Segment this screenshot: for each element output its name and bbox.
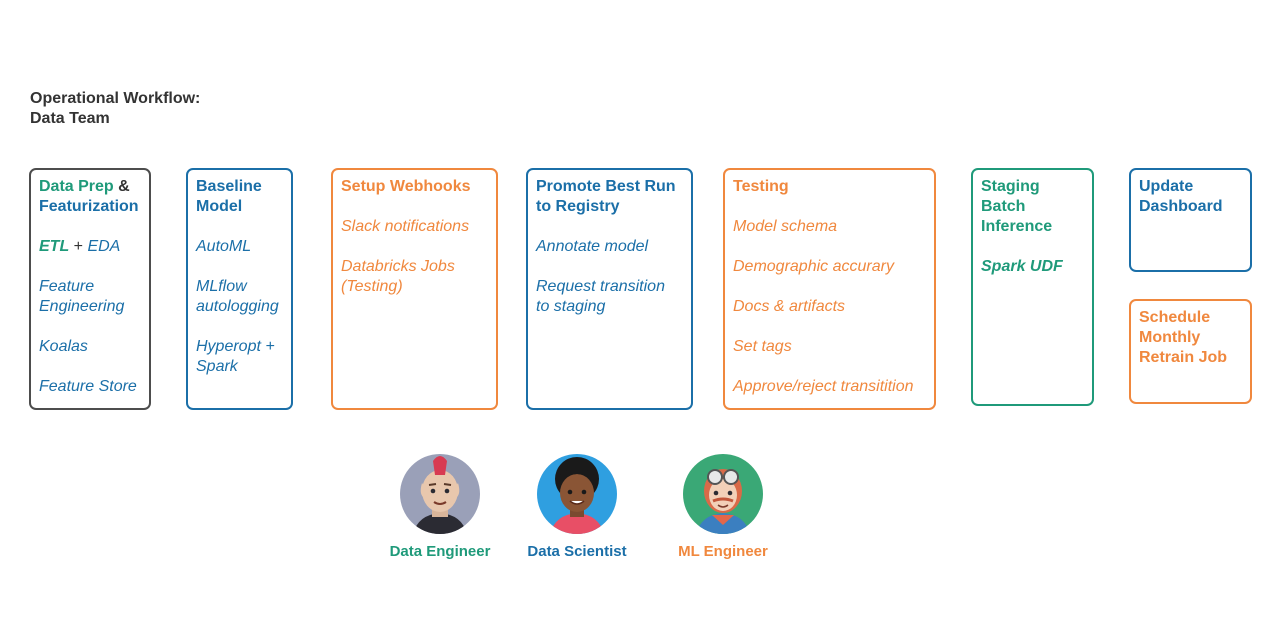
card-setup-webhooks: Setup Webhooks Slack notifications Datab…	[331, 168, 498, 410]
card-item: Hyperopt + Spark	[196, 338, 275, 375]
card-item: Annotate model	[536, 238, 649, 255]
card-item: Request transition to staging	[536, 278, 665, 315]
card-update-dashboard: Update Dashboard	[1129, 168, 1252, 272]
card-item: Koalas	[39, 338, 88, 355]
card-item: AutoML	[196, 238, 252, 255]
card-promote-head: Promote Best Run to Registry	[536, 178, 676, 215]
card-item: Spark UDF	[981, 258, 1063, 275]
card-item: Feature Engineering	[39, 278, 125, 315]
eda-label: EDA	[87, 238, 121, 255]
persona-label: ML Engineer	[678, 543, 768, 560]
card-baseline-model: Baseline Model AutoML MLflow autologging…	[186, 168, 293, 410]
card-retrain-head: Schedule Monthly Retrain Job	[1139, 309, 1228, 366]
card-data-prep-head: Data Prep & Featurization	[39, 177, 141, 217]
title-line-2: Data Team	[30, 110, 110, 127]
card-webhooks-head: Setup Webhooks	[341, 178, 471, 195]
card-item: Slack notifications	[341, 218, 470, 235]
data-prep-label: Data Prep	[39, 178, 114, 195]
card-item: Feature Store	[39, 378, 137, 395]
card-testing: Testing Model schema Demographic accurar…	[723, 168, 936, 410]
card-item: Model schema	[733, 218, 838, 235]
card-item: MLflow autologging	[196, 278, 279, 315]
diagram-title: Operational Workflow: Data Team	[30, 89, 200, 129]
card-item: Databricks Jobs (Testing)	[341, 258, 455, 295]
card-staging-head: Staging Batch Inference	[981, 178, 1053, 235]
persona-ml-engineer: ML Engineer	[648, 453, 798, 560]
persona-label: Data Scientist	[527, 543, 627, 560]
card-promote-best-run: Promote Best Run to Registry Annotate mo…	[526, 168, 693, 410]
card-item: Approve/reject transitition	[733, 378, 914, 395]
card-schedule-retrain: Schedule Monthly Retrain Job	[1129, 299, 1252, 404]
card-item: Set tags	[733, 338, 792, 355]
ml-engineer-avatar-icon	[683, 454, 763, 534]
persona-data-engineer: Data Engineer	[365, 453, 515, 560]
title-line-1: Operational Workflow:	[30, 90, 201, 107]
plus-sign: +	[69, 238, 88, 255]
persona-data-scientist: Data Scientist	[502, 453, 652, 560]
data-scientist-avatar-icon	[537, 454, 617, 534]
featurization-label: Featurization	[39, 198, 139, 215]
data-engineer-avatar-icon	[400, 454, 480, 534]
card-dashboard-head: Update Dashboard	[1139, 178, 1223, 215]
ampersand: &	[113, 178, 130, 195]
card-item: Docs & artifacts	[733, 298, 846, 315]
card-staging-batch-inference: Staging Batch Inference Spark UDF	[971, 168, 1094, 406]
card-testing-head: Testing	[733, 178, 789, 195]
etl-label: ETL	[39, 238, 70, 255]
persona-label: Data Engineer	[389, 543, 491, 560]
card-data-prep: Data Prep & Featurization ETL + EDA Feat…	[29, 168, 151, 410]
etl-eda-item: ETL + EDA	[39, 237, 141, 257]
card-baseline-head: Baseline Model	[196, 178, 262, 215]
card-item: Demographic accurary	[733, 258, 894, 275]
